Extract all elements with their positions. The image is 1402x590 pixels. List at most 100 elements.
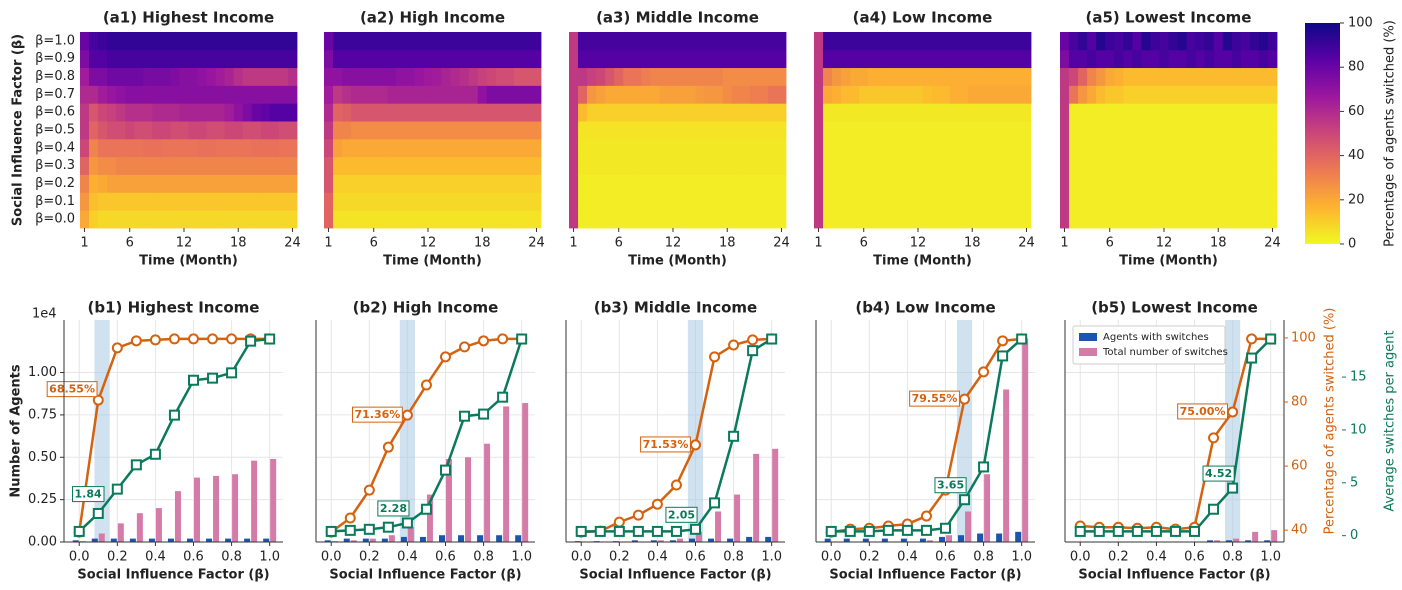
marker — [1227, 482, 1239, 494]
heatmap-cell — [504, 192, 515, 211]
heatmap-cell — [776, 103, 787, 122]
heatmap-cell — [161, 121, 171, 140]
bar — [1252, 531, 1259, 542]
x-tick-label: 1.0 — [1260, 550, 1281, 565]
heatmap-cell — [578, 192, 588, 211]
heatmap-cell — [1078, 49, 1088, 69]
y-axis-label: Number of Agents — [9, 364, 24, 498]
heatmap-cell — [522, 210, 533, 229]
heatmap-cell — [967, 192, 978, 211]
x-tick-label: 12 — [1156, 236, 1173, 251]
heatmap-cell — [342, 85, 352, 104]
y-tick-label: 1.00 — [28, 365, 57, 380]
heatmap-cell — [823, 121, 833, 140]
heatmap-cell — [695, 156, 706, 175]
heatmap-cell — [776, 156, 787, 175]
heatmap-cell — [405, 103, 415, 122]
heatmap-cell — [269, 49, 280, 69]
heatmap-cell — [80, 174, 90, 193]
heatmap-cell — [1087, 85, 1097, 104]
heatmap-cell — [1012, 210, 1023, 229]
y3-tick-label: 10 — [1350, 422, 1367, 437]
heatmap-cell — [814, 32, 824, 51]
bar — [965, 511, 972, 542]
heatmap-cell — [269, 67, 280, 86]
heatmap-cell — [895, 121, 905, 140]
bar — [900, 538, 907, 542]
heatmap-cell — [695, 121, 706, 140]
heatmap-cell — [1213, 192, 1224, 211]
heatmap-cell — [1021, 121, 1032, 140]
heatmap-cell — [1258, 138, 1269, 158]
heatmap-cell — [396, 138, 406, 158]
heatmap-cell — [342, 103, 352, 122]
heatmap-cell — [578, 32, 588, 51]
bar — [232, 474, 239, 542]
heatmap-cell — [776, 121, 787, 140]
heatmap-cell — [233, 103, 244, 122]
heatmap-cell — [278, 192, 289, 211]
heatmap-cell — [940, 174, 951, 193]
x-tick-label: 12 — [420, 236, 437, 251]
heatmap-cell — [179, 121, 189, 140]
heatmap-cell — [287, 32, 298, 51]
heatmap-cell — [1012, 49, 1023, 69]
marker — [651, 525, 663, 537]
heatmap-cell — [985, 49, 996, 69]
heatmap-cell — [1069, 210, 1079, 229]
heatmap-cell — [823, 210, 833, 229]
heatmap-cell — [459, 210, 470, 229]
heatmap-cell — [922, 67, 932, 86]
bar — [1233, 538, 1240, 542]
heatmap-cell — [569, 174, 579, 193]
x-tick-label: 0.4 — [1146, 550, 1167, 565]
heatmap-cell — [958, 121, 969, 140]
heatmap-cell — [1078, 121, 1088, 140]
heatmap-cell — [1114, 85, 1124, 104]
heatmap-cell — [477, 121, 488, 140]
heatmap-cell — [342, 156, 352, 175]
heatmap-cell — [1078, 192, 1088, 211]
heatmap-cell — [823, 85, 833, 104]
heatmap-cell — [324, 103, 334, 122]
heatmap-cell — [605, 156, 615, 175]
heatmap-cell — [224, 174, 235, 193]
heatmap-cell — [269, 85, 280, 104]
heatmap-cell — [767, 210, 778, 229]
heatmap-cell — [1186, 103, 1197, 122]
heatmap-cell — [904, 49, 914, 69]
heatmap-cell — [886, 67, 896, 86]
heatmap-cell — [233, 85, 244, 104]
marker — [207, 372, 219, 384]
heatmap-cell — [423, 156, 433, 175]
heatmap-cell — [1096, 156, 1106, 175]
line — [831, 337, 1022, 534]
heatmap-cell — [143, 156, 153, 175]
heatmap-cell — [477, 103, 488, 122]
heatmap-cell — [441, 67, 451, 86]
heatmap-cell — [396, 49, 406, 69]
heatmap-cell — [441, 85, 451, 104]
heatmap-cell — [814, 49, 824, 69]
heatmap-cell — [967, 103, 978, 122]
heatmap-cell — [197, 85, 207, 104]
marker — [766, 333, 778, 345]
heatmap-cell — [89, 121, 99, 140]
heatmap-cell — [850, 174, 860, 193]
heatmap-cell — [1069, 192, 1079, 211]
heatmap-cell — [767, 103, 778, 122]
heatmap-cell — [1168, 67, 1178, 86]
heatmap-cell — [1096, 121, 1106, 140]
heatmap-cell — [1240, 210, 1251, 229]
heatmap-cell — [650, 192, 660, 211]
annotation-box — [640, 436, 691, 453]
x-tick-label: 1.0 — [511, 550, 532, 565]
heatmap-cell — [623, 192, 633, 211]
heatmap-cell — [170, 210, 180, 229]
annotation-box — [1177, 403, 1228, 420]
y-tick-label: β=0.6 — [35, 105, 75, 120]
heatmap-cell — [459, 103, 470, 122]
heatmap-cell — [215, 49, 226, 69]
heatmap-cell — [1204, 103, 1215, 122]
heatmap-cell — [242, 49, 253, 69]
